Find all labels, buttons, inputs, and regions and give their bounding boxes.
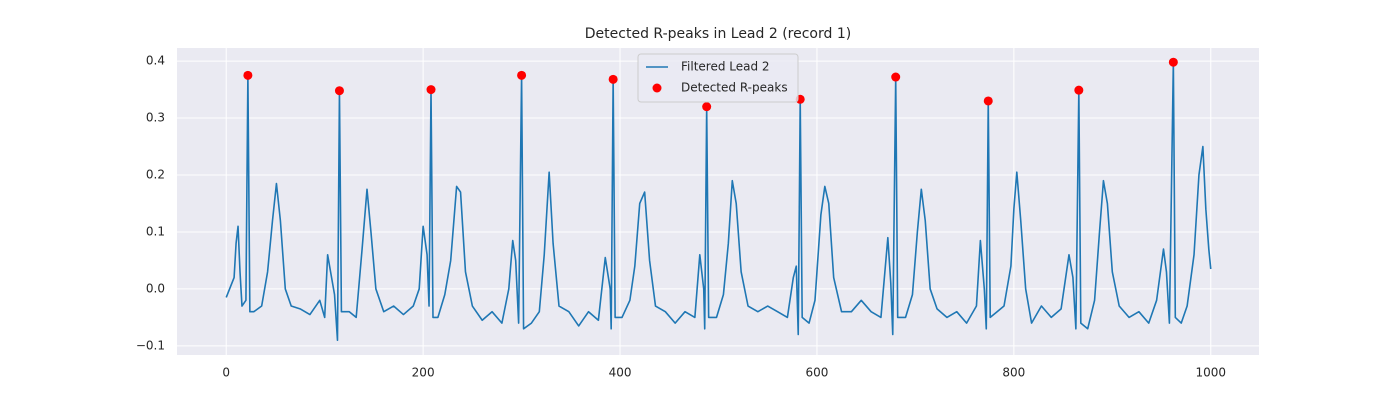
y-tick-label: 0.0: [146, 281, 165, 295]
peak-marker: [891, 72, 901, 82]
peak-marker: [608, 74, 618, 84]
peak-marker: [983, 96, 993, 106]
data-line: [225, 61, 1212, 341]
peak-marker: [426, 85, 436, 95]
peak-marker: [334, 86, 344, 96]
y-tick-label: 0.1: [146, 224, 165, 238]
legend-box: [637, 53, 799, 103]
x-tick-label: 0: [222, 366, 230, 380]
x-tick-label: 200: [412, 366, 435, 380]
peak-marker: [243, 70, 253, 80]
legend-label: Filtered Lead 2: [681, 60, 770, 74]
peak-marker: [517, 70, 527, 80]
y-tick-label: 0.3: [146, 111, 165, 125]
peak-marker: [1074, 85, 1084, 95]
peak-marker: [702, 102, 712, 112]
y-tick-label: 0.2: [146, 168, 165, 182]
x-tick-label: 400: [609, 366, 632, 380]
legend-label: Detected R-peaks: [681, 81, 788, 95]
x-tick-label: 600: [805, 366, 828, 380]
x-tick-label: 1000: [1195, 366, 1226, 380]
y-tick-label: 0.4: [146, 54, 165, 68]
legend-marker: [652, 83, 662, 93]
y-tick-label: −0.1: [136, 338, 165, 352]
x-tick-label: 800: [1002, 366, 1025, 380]
legend: Filtered Lead 2 Detected R-peaks: [637, 53, 799, 103]
peak-marker: [1168, 57, 1178, 67]
chart-title: Detected R-peaks in Lead 2 (record 1): [585, 26, 851, 42]
